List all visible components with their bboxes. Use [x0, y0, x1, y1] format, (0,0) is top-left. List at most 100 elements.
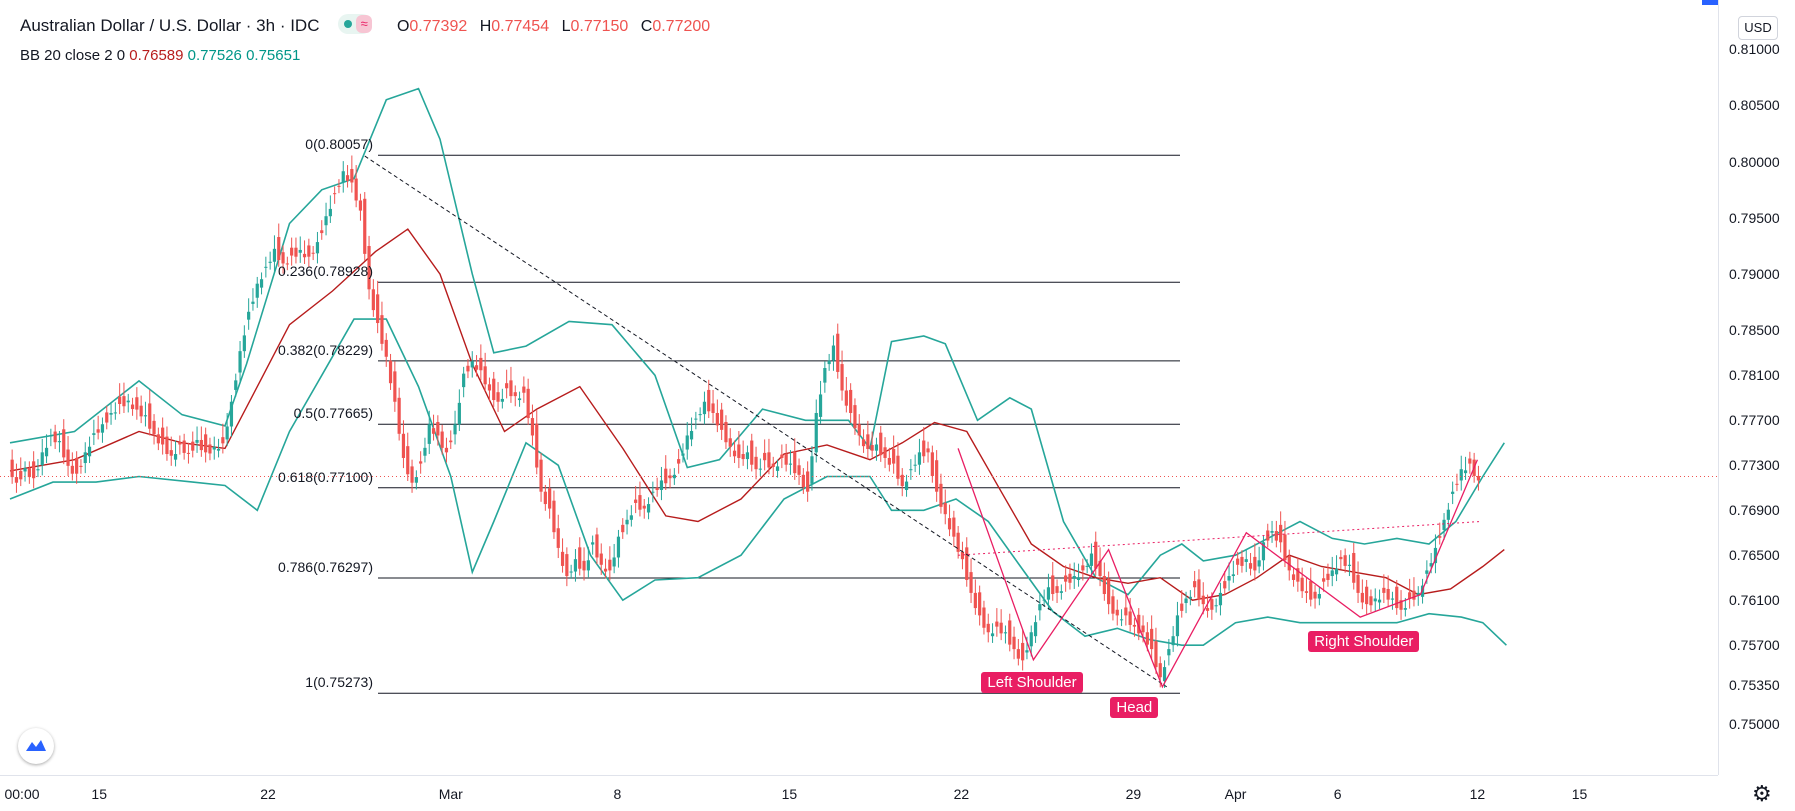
- candle-body: [1102, 576, 1106, 595]
- candle-body: [758, 468, 762, 470]
- currency-badge[interactable]: USD: [1738, 16, 1778, 40]
- candle-body: [1476, 475, 1481, 481]
- candle-body: [1347, 564, 1352, 566]
- candle-body: [238, 351, 242, 373]
- candle-body: [1253, 556, 1257, 571]
- candle-body: [939, 483, 943, 507]
- candle-body: [156, 434, 160, 444]
- candle-body: [530, 418, 535, 436]
- left-shoulder-label[interactable]: Left Shoulder: [981, 671, 1083, 693]
- candle-body: [1107, 578, 1111, 605]
- candle-body: [870, 445, 874, 451]
- market-open-dot-icon: [344, 20, 353, 28]
- candle-body: [1094, 541, 1098, 569]
- candle-body: [247, 311, 251, 320]
- candle-body: [582, 560, 586, 571]
- candle-body: [70, 465, 74, 474]
- candle-body: [1330, 570, 1334, 577]
- candle-body: [1098, 560, 1102, 577]
- candle-body: [1008, 620, 1012, 645]
- fib-level-label: 0.618(0.77100): [278, 468, 373, 485]
- price-tick-label: 0.80000: [1729, 153, 1780, 170]
- tradingview-logo-icon[interactable]: [18, 728, 54, 764]
- candle-body: [535, 423, 539, 468]
- candle-body: [126, 400, 130, 403]
- candle-body: [1399, 600, 1403, 610]
- candle-body: [1085, 565, 1089, 567]
- candle-body: [466, 365, 470, 372]
- candle-body: [44, 447, 49, 457]
- price-tick-label: 0.78500: [1729, 322, 1780, 339]
- candle-body: [234, 380, 238, 390]
- candle-body: [672, 474, 676, 479]
- candle-body: [913, 464, 917, 466]
- head-label[interactable]: Head: [1110, 696, 1159, 718]
- candle-body: [578, 547, 582, 569]
- price-plot[interactable]: [0, 0, 1718, 775]
- candle-body: [1184, 598, 1188, 604]
- candle-body: [543, 491, 547, 505]
- fib-level-label: 0.382(0.78229): [278, 341, 373, 358]
- candle-body: [315, 242, 320, 254]
- chart-canvas[interactable]: [0, 0, 1718, 775]
- candle-body: [935, 460, 939, 492]
- market-status-badge[interactable]: ≈: [338, 14, 373, 34]
- candle-body: [1154, 641, 1158, 668]
- candle-body: [148, 403, 152, 429]
- candle-body: [496, 392, 500, 402]
- candle-body: [595, 534, 599, 558]
- candle-body: [1455, 483, 1459, 485]
- candle-body: [36, 469, 40, 471]
- indicator-legend[interactable]: BB 20 close 2 0 0.76589 0.77526 0.75651: [20, 47, 300, 64]
- candle-body: [492, 378, 496, 401]
- candle-body: [259, 279, 264, 288]
- candle-body: [242, 335, 246, 352]
- candle-body: [92, 433, 96, 435]
- price-scale[interactable]: 0.81000 0.80500 0.80000 0.79500 0.79000 0.785…: [1718, 0, 1795, 775]
- candle-body: [1420, 585, 1425, 597]
- candle-body: [1382, 587, 1386, 593]
- bb-upper-value: 0.77526: [187, 47, 242, 64]
- bb-lower-value: 0.75651: [246, 47, 301, 64]
- candle-body: [333, 193, 337, 195]
- candle-body: [664, 468, 668, 484]
- candle-body: [311, 252, 315, 254]
- settings-gear-icon[interactable]: ⚙: [1752, 781, 1772, 806]
- candle-body: [509, 380, 513, 397]
- candle-body: [1468, 458, 1472, 464]
- candle-body: [341, 171, 345, 183]
- candle-body: [1291, 574, 1296, 580]
- candle-body: [793, 451, 797, 474]
- time-scale[interactable]: 00:00 15 22 Mar 8 15 22 29 Apr 6 12 15: [0, 775, 1718, 811]
- candle-body: [952, 517, 956, 537]
- candle-body: [801, 474, 805, 488]
- candle-body: [943, 502, 947, 515]
- candle-body: [853, 405, 857, 429]
- candle-body: [1180, 603, 1184, 611]
- candle-body: [857, 424, 861, 436]
- candle-body: [1205, 608, 1210, 611]
- candle-body: [659, 480, 664, 491]
- candle-body: [302, 253, 307, 258]
- candle-body: [1227, 576, 1231, 581]
- ohlc-open-value: 0.77392: [409, 18, 468, 35]
- candle-body: [23, 468, 27, 472]
- time-tick-label: 15: [91, 786, 108, 802]
- candle-body: [1451, 491, 1455, 494]
- candle-body: [599, 553, 603, 565]
- candle-body: [990, 633, 995, 637]
- candle-body: [823, 368, 827, 383]
- candle-body: [737, 444, 741, 458]
- price-tick-label: 0.75000: [1729, 715, 1780, 732]
- candle-body: [754, 456, 758, 470]
- candle-body: [440, 431, 444, 448]
- candle-body: [625, 519, 629, 525]
- candle-body: [780, 454, 784, 458]
- symbol-title[interactable]: Australian Dollar / U.S. Dollar · 3h · I…: [20, 16, 320, 35]
- candle-body: [1003, 632, 1008, 634]
- right-shoulder-label[interactable]: Right Shoulder: [1308, 631, 1420, 653]
- fib-level-label: 0.5(0.77665): [293, 405, 373, 422]
- candle-body: [75, 457, 79, 474]
- candle-body: [978, 592, 982, 616]
- candle-body: [290, 247, 294, 256]
